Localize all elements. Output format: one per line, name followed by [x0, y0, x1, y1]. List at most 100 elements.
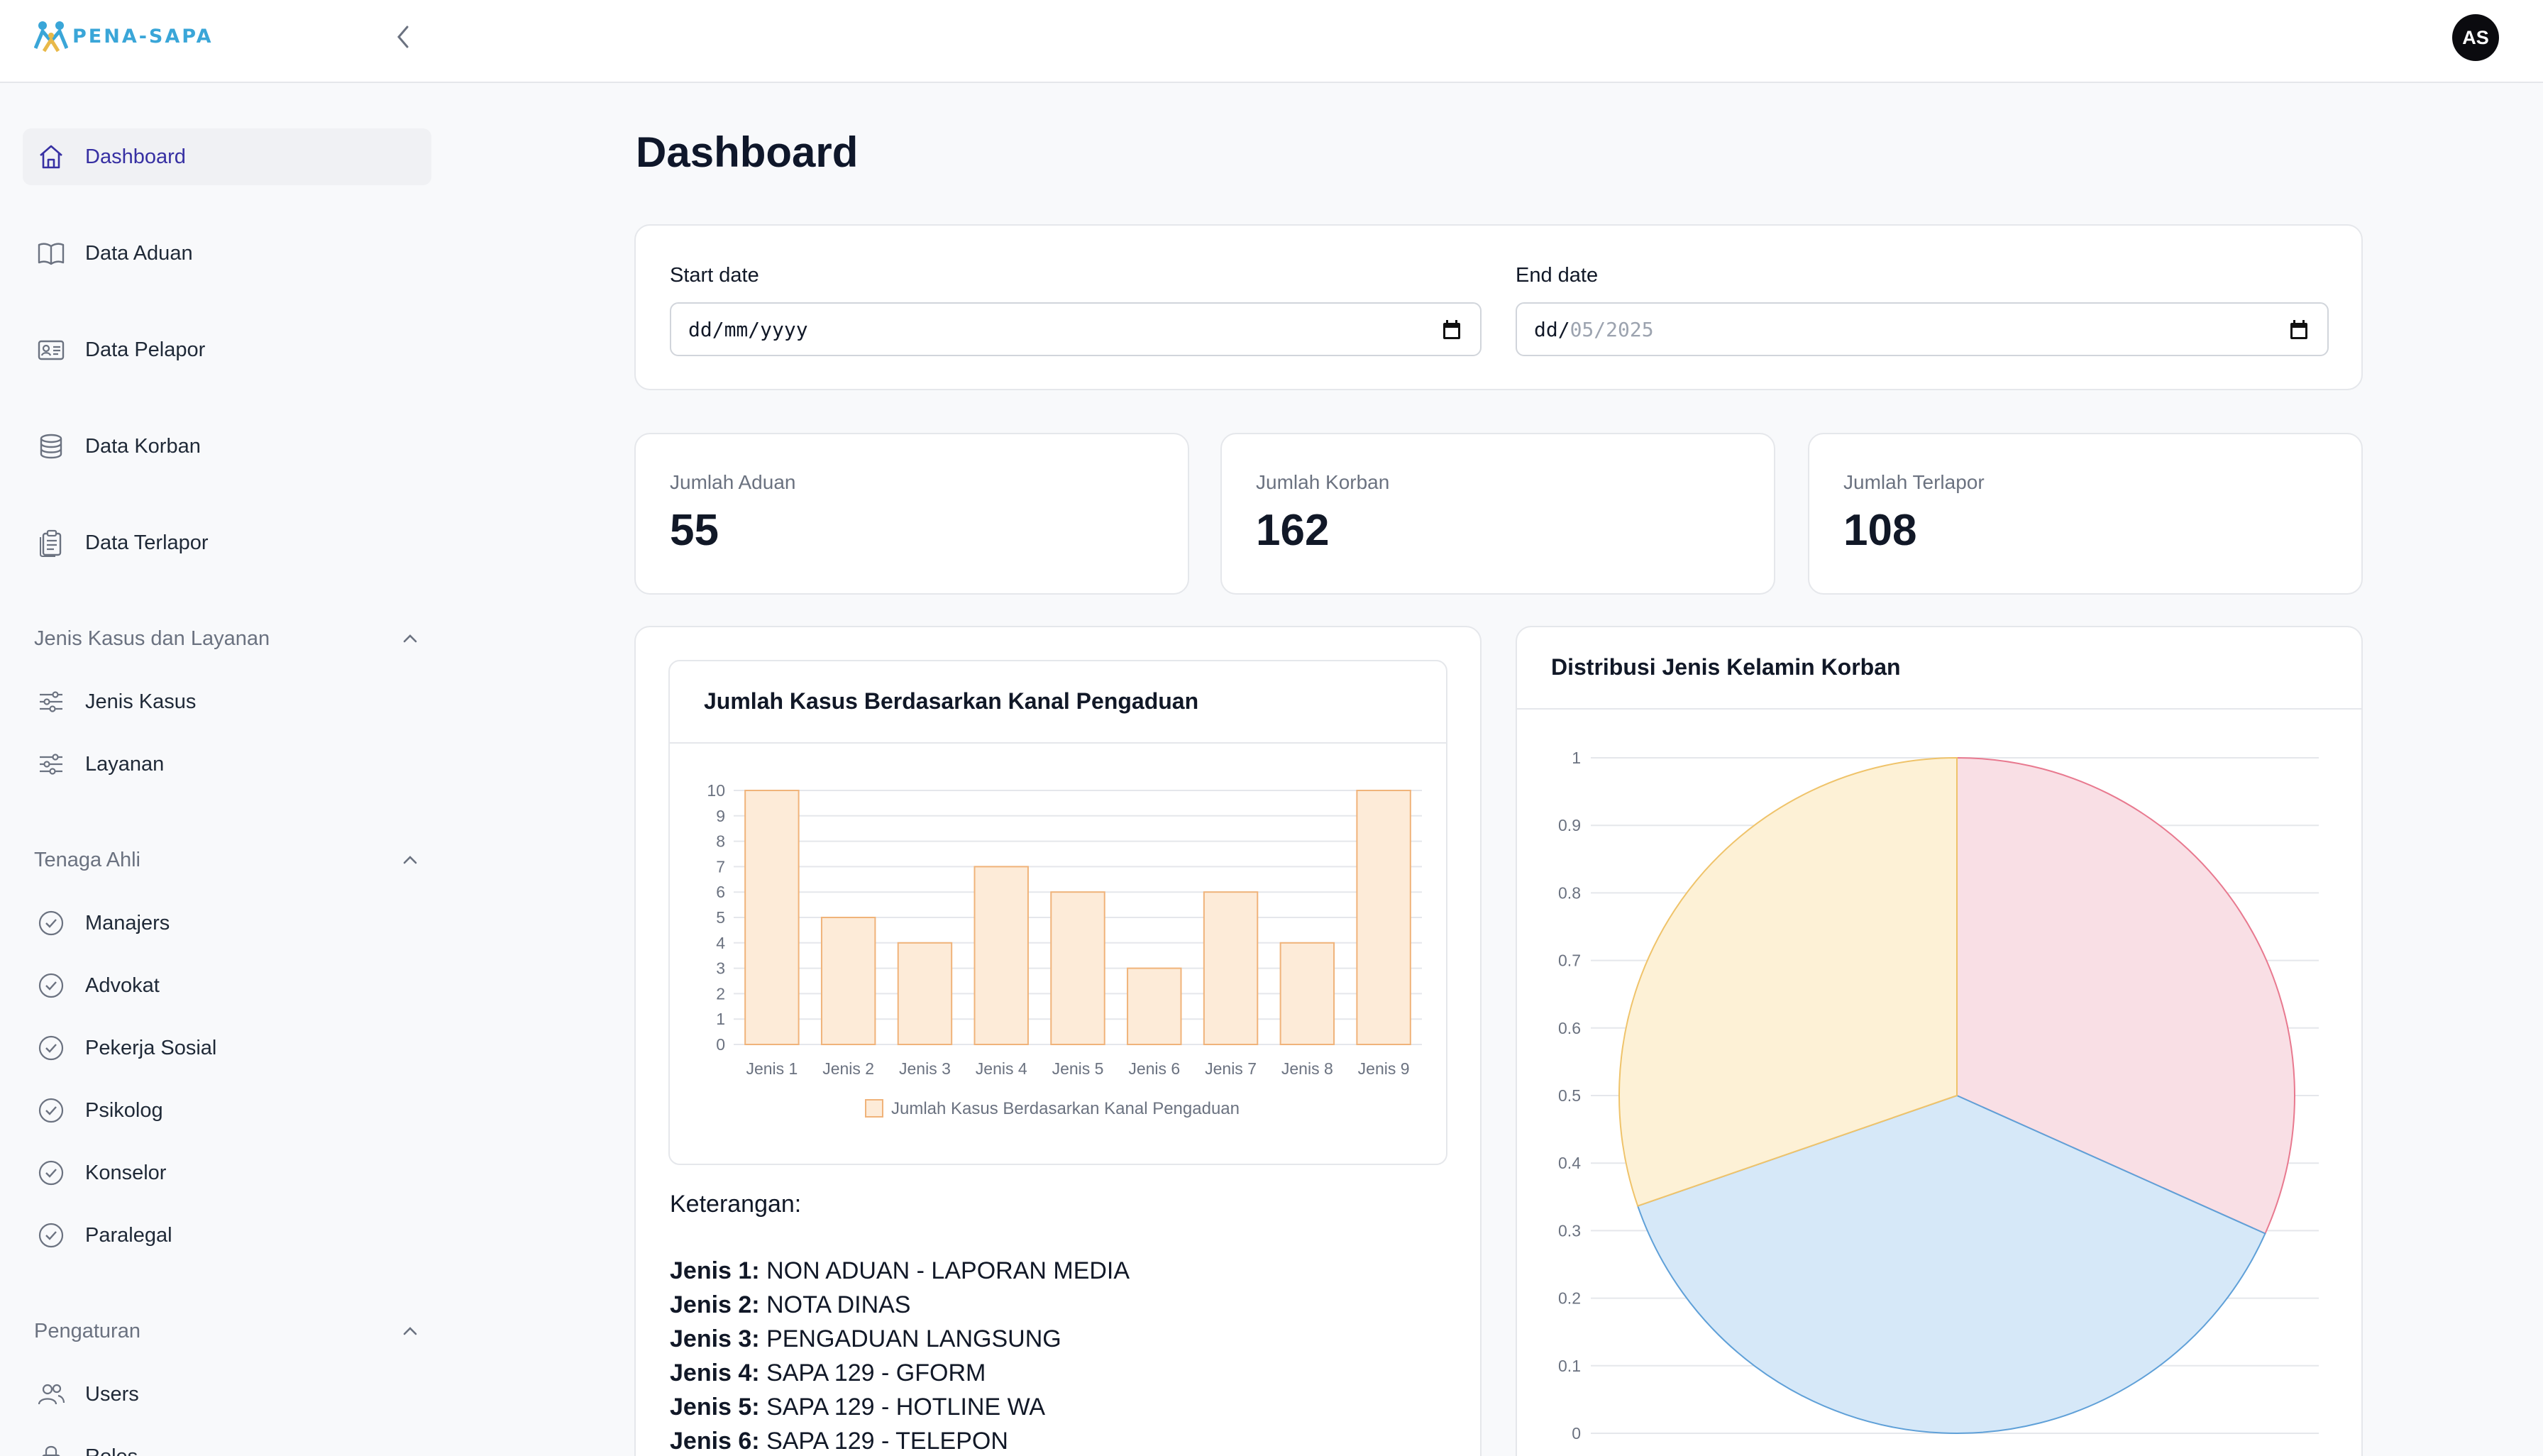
sidebar-item-paralegal[interactable]: Paralegal	[23, 1213, 431, 1258]
sidebar-item-label: Users	[85, 1382, 139, 1406]
database-icon	[35, 431, 67, 462]
stat-card-jumlah-terlapor: Jumlah Terlapor 108	[1808, 433, 2363, 595]
chevron-up-icon	[403, 1327, 417, 1335]
y-tick-label: 7	[716, 857, 725, 876]
sidebar-item-data-korban[interactable]: Data Korban	[23, 418, 431, 475]
check-circle-icon	[35, 1032, 67, 1064]
logo-text: PENA-SAPA	[72, 25, 214, 48]
sidebar-item-users[interactable]: Users	[23, 1372, 431, 1417]
y-tick-label: 0.3	[1558, 1221, 1581, 1240]
sidebar-item-label: Pekerja Sosial	[85, 1036, 217, 1059]
start-date-input[interactable]: dd/mm/yyyy	[670, 302, 1482, 356]
pie-slice-yellow	[1618, 756, 1958, 1207]
section-pengaturan[interactable]: Pengaturan	[34, 1313, 420, 1349]
keterangan-item: Jenis 2: NOTA DINAS	[670, 1291, 911, 1318]
y-tick-label: 4	[716, 934, 725, 952]
stat-card-jumlah-korban: Jumlah Korban 162	[1220, 433, 1775, 595]
sidebar-item-layanan[interactable]: Layanan	[23, 741, 431, 787]
bar-chart-title: Jumlah Kasus Berdasarkan Kanal Pengaduan	[704, 688, 1199, 714]
start-date-value: dd/mm/yyyy	[688, 317, 808, 341]
bar-chart: 0 1 2 3 4 5 6 7 8 9 10 Jenis 1 Jenis 2 Jenis 3 Jenis 4…	[707, 781, 1422, 1118]
y-tick-label: 0	[1572, 1424, 1581, 1443]
sidebar-item-pekerja-sosial[interactable]: Pekerja Sosial	[23, 1025, 431, 1071]
user-avatar[interactable]: AS	[2452, 14, 2499, 61]
sidebar: Dashboard Data Aduan Data Pelapor Data K…	[0, 84, 454, 1456]
bar-chart-card: Jumlah Kasus Berdasarkan Kanal Pengaduan…	[668, 660, 1447, 1165]
sidebar-item-advokat[interactable]: Advokat	[23, 963, 431, 1008]
check-circle-icon	[35, 1157, 67, 1188]
y-tick-label: 0.1	[1558, 1357, 1581, 1375]
pie-chart-card: Distribusi Jenis Kelamin Korban 0 0.1 0.2 0…	[1516, 626, 2363, 1456]
stat-label: Jumlah Terlapor	[1843, 471, 1985, 493]
keterangan-item: Jenis 6: SAPA 129 - TELEPON	[670, 1428, 1008, 1455]
sidebar-item-label: Roles	[85, 1445, 138, 1456]
bar	[1203, 891, 1259, 1046]
stat-value: 108	[1843, 506, 1917, 555]
sidebar-item-data-pelapor[interactable]: Data Pelapor	[23, 321, 431, 378]
check-circle-icon	[35, 970, 67, 1001]
sidebar-item-data-terlapor[interactable]: Data Terlapor	[23, 514, 431, 571]
lock-icon	[35, 1441, 67, 1456]
section-tenaga-ahli[interactable]: Tenaga Ahli	[34, 842, 420, 878]
chevron-up-icon	[403, 856, 417, 864]
x-tick-label: Jenis 6	[1128, 1059, 1180, 1078]
sidebar-item-jenis-kasus[interactable]: Jenis Kasus	[23, 679, 431, 724]
y-tick-label: 9	[716, 807, 725, 825]
calendar-icon[interactable]	[2289, 319, 2309, 341]
y-tick-label: 10	[707, 781, 725, 800]
sidebar-item-label: Data Pelapor	[85, 338, 206, 361]
sliders-icon	[35, 686, 67, 717]
keterangan-item: Jenis 5: SAPA 129 - HOTLINE WA	[670, 1394, 1046, 1421]
sidebar-item-konselor[interactable]: Konselor	[23, 1150, 431, 1196]
pie-slice-blue	[1636, 1094, 2266, 1434]
check-circle-icon	[35, 1220, 67, 1251]
y-tick-label: 0.8	[1558, 883, 1581, 902]
home-icon	[35, 141, 67, 172]
end-date-label: End date	[1516, 264, 1599, 287]
pie-slice-pink	[1956, 756, 2295, 1235]
y-tick-label: 8	[716, 832, 725, 851]
y-tick-label: 0.7	[1558, 952, 1581, 970]
end-date-input[interactable]: dd/05/2025	[1516, 302, 2329, 356]
bar	[1279, 942, 1335, 1045]
y-tick-label: 0.6	[1558, 1019, 1581, 1037]
x-tick-label: Jenis 3	[899, 1059, 951, 1078]
sidebar-item-label: Data Terlapor	[85, 531, 209, 554]
stat-card-jumlah-aduan: Jumlah Aduan 55	[634, 433, 1189, 595]
bar	[973, 866, 1029, 1045]
divider	[670, 742, 1446, 744]
sidebar-item-data-aduan[interactable]: Data Aduan	[23, 225, 431, 282]
pie-chart: 0 0.1 0.2 0.3 0.4 0.5 0.6 0.7 0.8 0.9 1	[1558, 749, 2319, 1443]
top-bar: PENA-SAPA AS	[0, 0, 2543, 83]
sidebar-item-psikolog[interactable]: Psikolog	[23, 1088, 431, 1133]
sidebar-item-label: Paralegal	[85, 1223, 172, 1247]
stat-value: 162	[1256, 506, 1330, 555]
x-tick-label: Jenis 9	[1358, 1059, 1410, 1078]
chevron-left-icon	[397, 26, 409, 48]
sidebar-item-dashboard[interactable]: Dashboard	[23, 128, 431, 185]
sidebar-item-label: Psikolog	[85, 1098, 163, 1122]
section-label: Pengaturan	[34, 1319, 140, 1342]
bar	[744, 790, 800, 1045]
y-tick-label: 0.4	[1558, 1154, 1581, 1172]
sidebar-item-roles[interactable]: Roles	[23, 1434, 431, 1456]
check-circle-icon	[35, 1095, 67, 1126]
x-tick-label: Jenis 8	[1281, 1059, 1333, 1078]
sidebar-item-label: Jenis Kasus	[85, 690, 197, 713]
date-filter-card: Start date dd/mm/yyyy End date dd/05/202…	[634, 224, 2363, 390]
sidebar-item-manajers[interactable]: Manajers	[23, 900, 431, 946]
app-logo[interactable]: PENA-SAPA	[34, 18, 213, 54]
legend-swatch	[865, 1099, 883, 1118]
section-jenis-kasus-dan-layanan[interactable]: Jenis Kasus dan Layanan	[34, 621, 420, 656]
logo-icon	[34, 21, 68, 53]
sidebar-collapse-button[interactable]	[389, 21, 417, 53]
bar	[897, 942, 953, 1045]
calendar-icon[interactable]	[1442, 319, 1462, 341]
users-icon	[35, 1379, 67, 1410]
pie-chart-title: Distribusi Jenis Kelamin Korban	[1551, 654, 1901, 680]
end-date-value-suffix: 05/2025	[1570, 317, 1654, 341]
keterangan-title: Keterangan:	[670, 1191, 802, 1218]
start-date-label: Start date	[670, 264, 759, 287]
bar	[1356, 790, 1411, 1045]
x-tick-label: Jenis 1	[746, 1059, 798, 1078]
